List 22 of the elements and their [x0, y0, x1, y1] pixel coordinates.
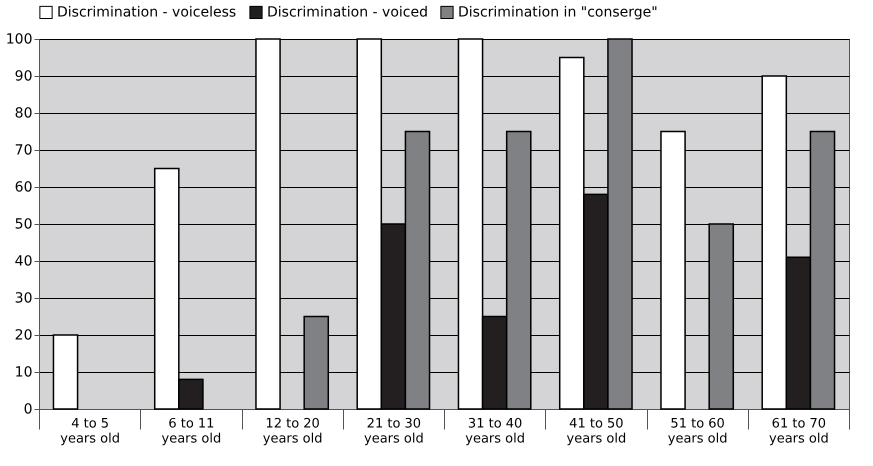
x-tick-label: 6 to 11 years old	[162, 416, 222, 446]
x-tick-label: 31 to 40 years old	[465, 416, 525, 446]
x-tick-label: 4 to 5 years old	[60, 416, 120, 446]
y-tick-label: 20	[14, 328, 32, 344]
y-tick-label: 60	[14, 180, 32, 196]
y-tick-label: 0	[24, 402, 32, 418]
y-tick-label: 80	[14, 106, 32, 122]
y-tick-label: 50	[14, 216, 32, 232]
y-tick-label: 90	[14, 68, 32, 84]
x-tick-label: 51 to 60 years old	[668, 416, 728, 446]
legend-label: Discrimination - voiceless	[57, 4, 236, 20]
y-tick-label: 30	[14, 290, 32, 306]
x-tick-label: 12 to 20 years old	[262, 416, 322, 446]
legend-label: Discrimination - voiced	[267, 4, 428, 20]
y-tick-label: 100	[6, 32, 32, 48]
x-tick-label: 41 to 50 years old	[566, 416, 626, 446]
x-tick-label: 61 to 70 years old	[769, 416, 829, 446]
x-tick-label: 21 to 30 years old	[364, 416, 424, 446]
y-tick-label: 70	[14, 142, 32, 158]
legend-label: Discrimination in "conserge"	[458, 4, 658, 20]
y-tick-label: 10	[14, 364, 32, 380]
y-tick-label: 40	[14, 254, 32, 270]
